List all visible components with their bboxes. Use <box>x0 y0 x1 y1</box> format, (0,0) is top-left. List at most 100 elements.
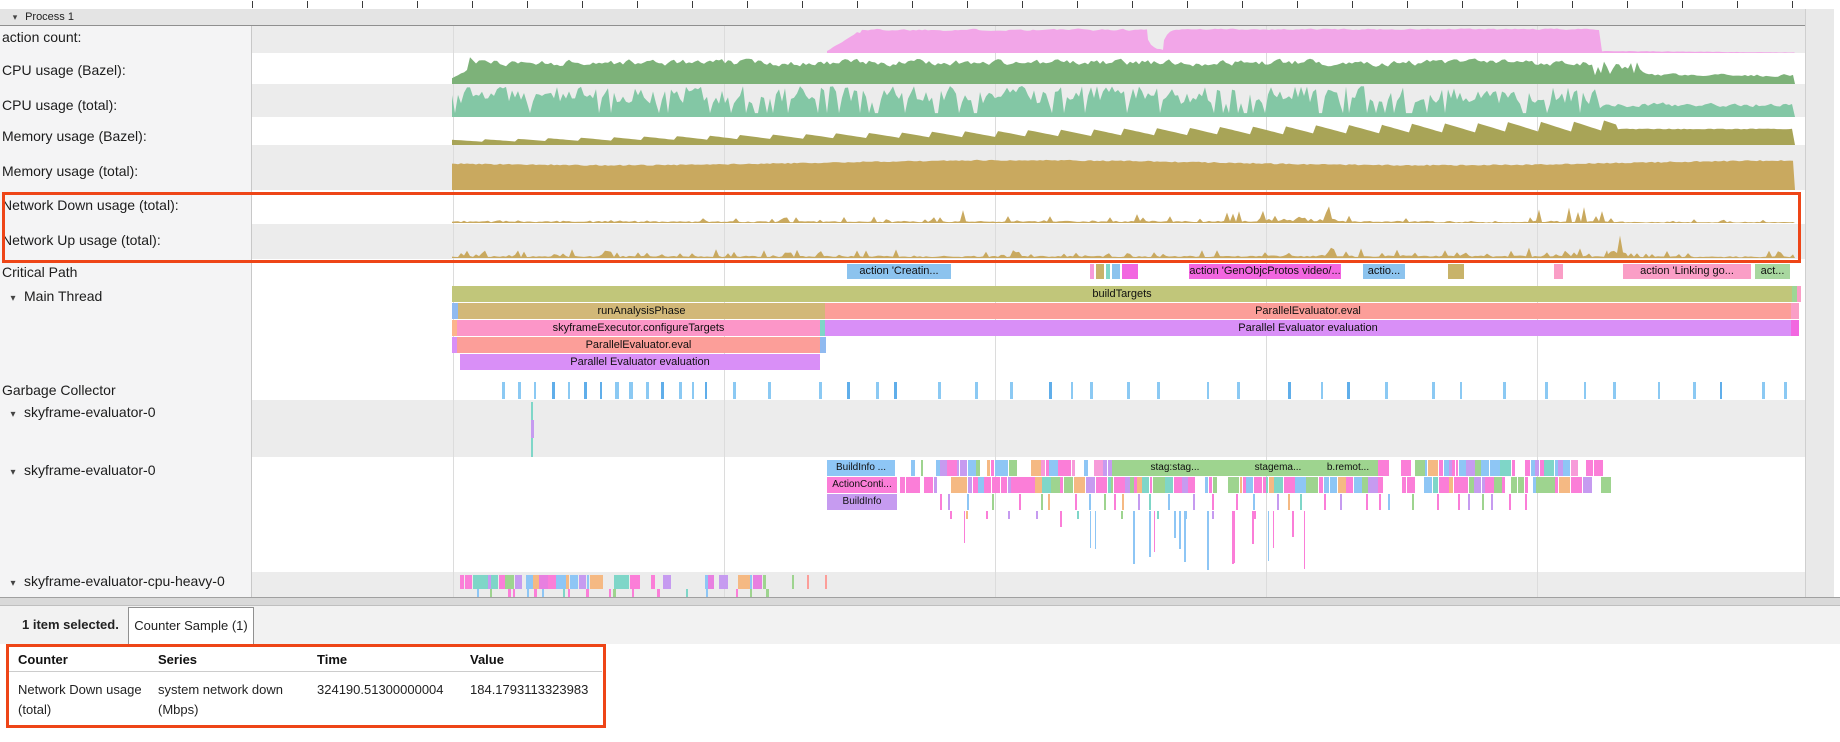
evaluator-slice[interactable]: BuildInfo ... <box>827 460 895 476</box>
evaluator-dropline[interactable] <box>1252 511 1254 544</box>
critical-path-slice[interactable]: action 'Creatin... <box>847 264 951 279</box>
evaluator-slice[interactable] <box>967 460 976 476</box>
evaluator-dropline[interactable] <box>1133 511 1135 564</box>
evaluator-slice[interactable] <box>1481 477 1485 493</box>
evaluator-slice[interactable] <box>1292 477 1295 493</box>
evaluator-slice[interactable] <box>1378 460 1389 476</box>
tab-counter-sample[interactable]: Counter Sample (1) <box>128 607 254 644</box>
evaluator-tick[interactable] <box>1121 511 1124 519</box>
critical-path-slice[interactable]: action 'GenObjcProtos video/... <box>1189 264 1341 279</box>
evaluator-slice[interactable] <box>1593 460 1604 476</box>
critical-path-slice[interactable] <box>1112 264 1120 279</box>
evaluator-tick[interactable] <box>1019 494 1022 510</box>
evaluator-tick[interactable] <box>1148 494 1151 510</box>
collapsed-slice-marker[interactable] <box>531 420 534 438</box>
evaluator-tick[interactable] <box>1167 494 1170 510</box>
evaluator-tick[interactable] <box>1211 511 1214 519</box>
evaluator-slice[interactable] <box>959 460 968 476</box>
counter-chart-network-up-usage[interactable] <box>252 228 1805 258</box>
evaluator-slice[interactable] <box>1103 460 1108 476</box>
evaluator-slice[interactable] <box>1563 460 1571 476</box>
evaluator-slice[interactable] <box>1502 477 1506 493</box>
evaluator-slice[interactable] <box>933 477 937 493</box>
evaluator-slice[interactable] <box>920 460 924 476</box>
track-label-memory-usage-bazel[interactable]: Memory usage (Bazel): <box>2 128 147 144</box>
evaluator-slice[interactable] <box>1586 460 1594 476</box>
evaluator-slice[interactable] <box>961 477 968 493</box>
main-thread-slice[interactable]: Parallel Evaluator evaluation <box>825 320 1791 336</box>
evaluator-tick[interactable] <box>1036 511 1039 519</box>
evaluator-tick[interactable] <box>1041 494 1043 510</box>
evaluator-tick[interactable] <box>966 494 969 510</box>
counter-chart-cpu-usage-total[interactable] <box>252 86 1805 117</box>
main-thread-slice[interactable] <box>820 320 825 336</box>
panel-divider[interactable] <box>0 597 1840 606</box>
track-label-skyframe-evaluator-0[interactable]: ▾ skyframe-evaluator-0 <box>0 404 250 420</box>
evaluator-slice[interactable] <box>1401 477 1407 493</box>
evaluator-slice[interactable] <box>972 477 978 493</box>
evaluator-dropline[interactable] <box>1179 511 1181 550</box>
evaluator-slice[interactable] <box>1268 477 1274 493</box>
evaluator-slice[interactable] <box>1067 460 1072 476</box>
evaluator-slice[interactable] <box>1481 460 1490 476</box>
evaluator-slice[interactable] <box>1173 477 1182 493</box>
evaluator-slice[interactable] <box>1034 460 1041 476</box>
evaluator-dropline[interactable] <box>1292 511 1294 537</box>
evaluator-slice[interactable] <box>1570 460 1579 476</box>
critical-path-slice[interactable]: action 'Linking go... <box>1623 264 1751 279</box>
evaluator-slice[interactable] <box>1028 477 1035 493</box>
evaluator-slice[interactable] <box>1346 477 1354 493</box>
gc-tick[interactable] <box>819 382 822 399</box>
evaluator-slice[interactable] <box>1494 477 1502 493</box>
evaluator-slice[interactable] <box>951 477 961 493</box>
evaluator-slice[interactable] <box>1337 477 1346 493</box>
evaluator-slice[interactable] <box>1008 460 1018 476</box>
evaluator-slice[interactable] <box>1449 477 1454 493</box>
cpu-heavy-subtick[interactable] <box>749 589 753 597</box>
main-thread-slice[interactable] <box>452 337 457 353</box>
evaluator-slice[interactable] <box>1554 460 1558 476</box>
critical-path-slice[interactable] <box>1122 264 1138 279</box>
track-label-network-up-usage-total[interactable]: Network Up usage (total): <box>2 232 161 248</box>
evaluator-tick[interactable] <box>1077 511 1080 519</box>
counter-chart-memory-usage-total[interactable] <box>252 159 1805 190</box>
evaluator-slice[interactable] <box>1545 477 1555 493</box>
cpu-heavy-slice[interactable] <box>514 575 523 589</box>
evaluator-tick[interactable] <box>1339 494 1342 510</box>
evaluator-slice[interactable] <box>1000 477 1008 493</box>
gc-tick[interactable] <box>938 382 942 399</box>
evaluator-slice[interactable] <box>1142 477 1150 493</box>
evaluator-slice[interactable] <box>978 477 984 493</box>
evaluator-slice[interactable] <box>1362 477 1368 493</box>
evaluator-tick[interactable] <box>1436 494 1439 510</box>
gc-tick[interactable] <box>1784 382 1787 399</box>
expander-icon[interactable]: ▾ <box>10 467 16 478</box>
evaluator-tick[interactable] <box>1235 494 1238 510</box>
evaluator-dropline[interactable] <box>1153 511 1156 553</box>
cpu-heavy-slice[interactable] <box>548 575 556 589</box>
track-label-cpu-usage-bazel[interactable]: CPU usage (Bazel): <box>2 62 126 78</box>
evaluator-slice[interactable] <box>1427 460 1439 476</box>
cpu-heavy-slice[interactable] <box>566 575 570 589</box>
gc-tick[interactable] <box>894 382 897 399</box>
cpu-heavy-slice[interactable] <box>614 575 620 589</box>
cpu-heavy-subtick[interactable] <box>534 589 537 597</box>
evaluator-slice[interactable] <box>1007 477 1011 493</box>
cpu-heavy-slice[interactable] <box>708 575 715 589</box>
gc-tick[interactable] <box>1009 382 1014 399</box>
evaluator-slice[interactable] <box>1262 477 1266 493</box>
main-thread-slice[interactable] <box>1791 320 1799 336</box>
evaluator-tick[interactable] <box>1114 494 1117 510</box>
evaluator-slice[interactable] <box>1060 477 1064 493</box>
gc-tick[interactable] <box>1206 382 1210 399</box>
critical-path-slice[interactable]: actio... <box>1363 264 1405 279</box>
expander-icon[interactable]: ▾ <box>10 409 16 420</box>
gc-tick[interactable] <box>1545 382 1548 399</box>
evaluator-dropline[interactable] <box>963 511 966 543</box>
evaluator-slice[interactable] <box>1475 460 1481 476</box>
critical-path-slice[interactable] <box>1554 264 1563 279</box>
gc-tick[interactable] <box>975 382 978 399</box>
evaluator-slice[interactable] <box>1438 477 1449 493</box>
cpu-heavy-slice[interactable] <box>592 575 604 589</box>
evaluator-slice[interactable] <box>1489 460 1500 476</box>
